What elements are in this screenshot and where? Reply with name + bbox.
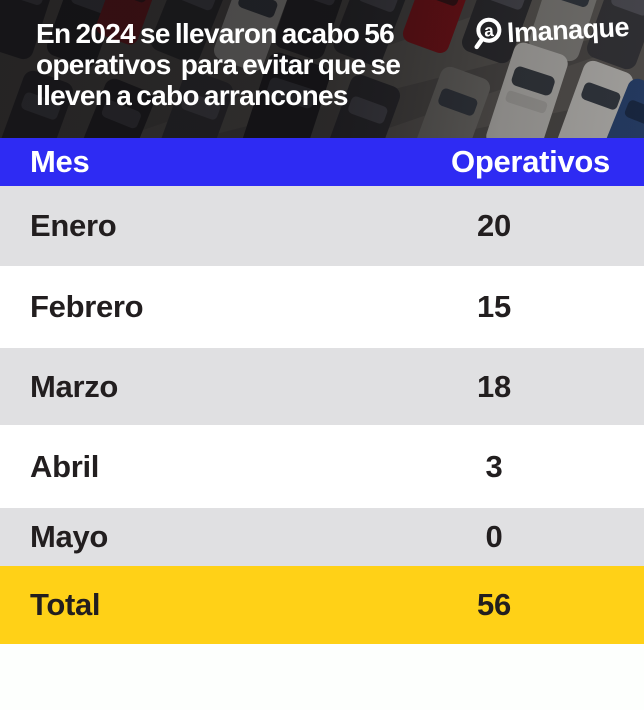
value-cell: 3: [485, 448, 503, 484]
value-cell: 18: [477, 368, 511, 404]
headline-line-2: operativos para evitar que se: [36, 49, 401, 80]
logo-text: lmanaque: [506, 11, 630, 49]
table-row-enero: Enero 20: [0, 186, 644, 266]
month-cell: Mayo: [30, 519, 109, 554]
table-row-marzo: Marzo 18: [0, 348, 644, 425]
table-row-mayo: Mayo 0: [0, 508, 644, 566]
footer-space: [0, 644, 644, 710]
column-header-mes: Mes: [30, 144, 90, 179]
month-cell: Abril: [30, 448, 100, 484]
dark-overlay: [0, 0, 644, 138]
total-value: 56: [477, 587, 511, 622]
table-header-row: Mes Operativos: [0, 138, 644, 186]
logo-letter: a: [484, 21, 495, 40]
column-header-operativos: Operativos: [451, 144, 610, 179]
month-cell: Marzo: [30, 368, 119, 404]
month-cell: Enero: [30, 208, 117, 243]
almanaque-logo: a lmanaque: [471, 7, 630, 55]
magnifier-a-icon: a: [474, 17, 502, 50]
headline-line-3: lleven a cabo arrancones: [36, 80, 349, 111]
headline: En 2024 se llevaron acabo 56 operativos …: [36, 18, 401, 111]
value-cell: 20: [477, 208, 511, 243]
headline-line-1: En 2024 se llevaron acabo 56: [36, 18, 395, 49]
value-cell: 0: [485, 519, 503, 554]
total-label: Total: [30, 587, 101, 622]
value-cell: 15: [477, 289, 511, 324]
total-row: Total 56: [0, 566, 644, 644]
table-row-abril: Abril 3: [0, 425, 644, 508]
month-cell: Febrero: [30, 289, 144, 324]
header-photo: a lmanaque En 2024 se llevaron acabo 56 …: [0, 0, 644, 138]
table-row-febrero: Febrero 15: [0, 266, 644, 348]
